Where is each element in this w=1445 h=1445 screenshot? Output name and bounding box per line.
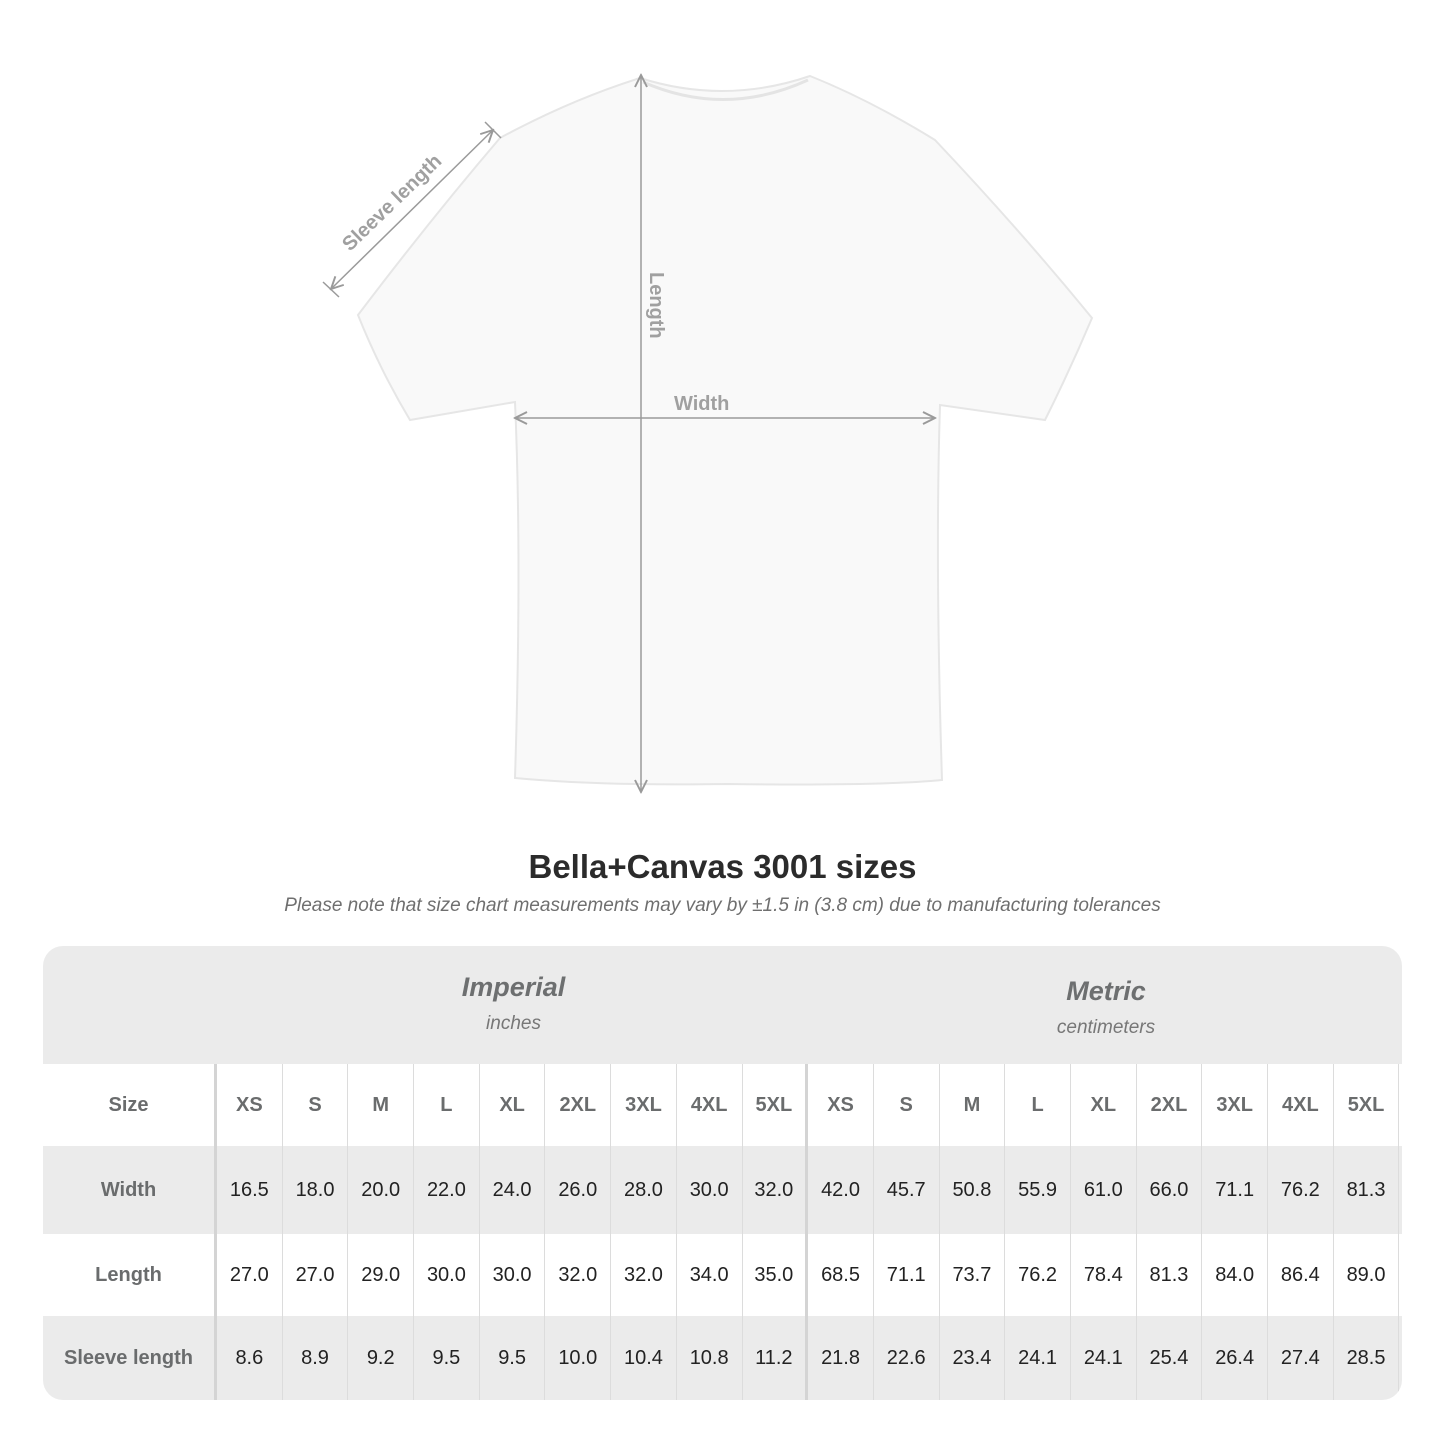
tshirt-diagram: Sleeve length Length Width: [322, 0, 1094, 820]
table-row: Length 27.0 27.0 29.0 30.0 30.0 32.0 32.0 34.0 35…: [43, 1234, 1402, 1316]
value-cell: 9.2: [348, 1316, 415, 1400]
value-cell: 32.0: [611, 1234, 677, 1316]
size-header: 3XL: [1202, 1064, 1268, 1146]
value-cell: 27.4: [1268, 1316, 1334, 1400]
size-table: Imperial inches Metric centimeters Size X…: [43, 946, 1402, 1400]
value-cell: 86.4: [1268, 1234, 1334, 1316]
value-cell: 78.4: [1071, 1234, 1137, 1316]
value-cell: 32.0: [545, 1234, 612, 1316]
tolerance-note: Please note that size chart measurements…: [284, 895, 1161, 916]
value-cell: 25.4: [1137, 1316, 1203, 1400]
value-cell: 71.1: [1202, 1146, 1268, 1234]
value-cell: 28.5: [1334, 1316, 1400, 1400]
value-cell: 8.9: [283, 1316, 349, 1400]
imperial-header: Imperial inches: [217, 946, 810, 1090]
size-header-row: Size XS S M L XL 2XL 3XL 4XL 5XL XS S M L XL 2XL 3XL 4XL 5…: [43, 1064, 1402, 1146]
size-header: M: [940, 1064, 1006, 1146]
value-cell: 11.2: [743, 1316, 809, 1400]
size-header: XS: [808, 1064, 874, 1146]
value-cell: 27.0: [217, 1234, 283, 1316]
value-cell: 45.7: [874, 1146, 940, 1234]
size-header: 4XL: [677, 1064, 743, 1146]
table-row: Sleeve length 8.6 8.9 9.2 9.5 9.5 10.0 10.4 10.8…: [43, 1316, 1402, 1400]
value-cell: 32.0: [743, 1146, 809, 1234]
size-header: XS: [217, 1064, 283, 1146]
value-cell: 89.0: [1334, 1234, 1400, 1316]
value-cell: 8.6: [217, 1316, 283, 1400]
table-row: Width 16.5 18.0 20.0 22.0 24.0 26.0 28.0 30.0 32.…: [43, 1146, 1402, 1234]
value-cell: 10.0: [545, 1316, 612, 1400]
metric-header: Metric centimeters: [810, 946, 1402, 1094]
length-label: Length: [645, 272, 667, 339]
value-cell: 22.6: [874, 1316, 940, 1400]
row-label: Length: [43, 1234, 217, 1316]
value-cell: 27.0: [283, 1234, 349, 1316]
size-header: S: [283, 1064, 349, 1146]
value-cell: 61.0: [1071, 1146, 1137, 1234]
size-header: 2XL: [545, 1064, 612, 1146]
value-cell: 76.2: [1268, 1146, 1334, 1234]
value-cell: 30.0: [414, 1234, 480, 1316]
value-cell: 24.1: [1071, 1316, 1137, 1400]
metric-title: Metric: [1066, 976, 1146, 1006]
value-cell: 9.5: [480, 1316, 546, 1400]
value-cell: 84.0: [1202, 1234, 1268, 1316]
row-label: Sleeve length: [43, 1316, 217, 1400]
value-cell: 26.0: [545, 1146, 612, 1234]
value-cell: 66.0: [1137, 1146, 1203, 1234]
value-cell: 30.0: [677, 1146, 743, 1234]
size-header: 4XL: [1268, 1064, 1334, 1146]
value-cell: 23.4: [940, 1316, 1006, 1400]
size-header: M: [348, 1064, 415, 1146]
value-cell: 76.2: [1005, 1234, 1071, 1316]
metric-unit: centimeters: [1056, 1017, 1156, 1038]
imperial-unit: inches: [486, 1013, 541, 1034]
value-cell: 21.8: [808, 1316, 874, 1400]
value-cell: 10.8: [677, 1316, 743, 1400]
size-header: 3XL: [611, 1064, 677, 1146]
value-cell: 50.8: [940, 1146, 1006, 1234]
value-cell: 24.1: [1005, 1316, 1071, 1400]
value-cell: 42.0: [808, 1146, 874, 1234]
value-cell: 26.4: [1202, 1316, 1268, 1400]
value-cell: 30.0: [480, 1234, 546, 1316]
value-cell: 9.5: [414, 1316, 480, 1400]
value-cell: 81.3: [1137, 1234, 1203, 1316]
size-header: XL: [1071, 1064, 1137, 1146]
value-cell: 29.0: [348, 1234, 415, 1316]
value-cell: 28.0: [611, 1146, 677, 1234]
size-label: Size: [43, 1064, 217, 1146]
value-cell: 24.0: [480, 1146, 546, 1234]
value-cell: 10.4: [611, 1316, 677, 1400]
imperial-title: Imperial: [461, 972, 566, 1002]
width-label: Width: [674, 393, 729, 415]
value-cell: 73.7: [940, 1234, 1006, 1316]
value-cell: 55.9: [1005, 1146, 1071, 1234]
value-cell: 81.3: [1334, 1146, 1400, 1234]
tshirt-shape: [356, 74, 1094, 786]
row-label: Width: [43, 1146, 217, 1234]
value-cell: 71.1: [874, 1234, 940, 1316]
value-cell: 16.5: [217, 1146, 283, 1234]
size-header: L: [1005, 1064, 1071, 1146]
size-header: XL: [480, 1064, 546, 1146]
value-cell: 34.0: [677, 1234, 743, 1316]
size-header: 5XL: [743, 1064, 809, 1146]
chart-title: Bella+Canvas 3001 sizes: [528, 848, 917, 885]
value-cell: 20.0: [348, 1146, 415, 1234]
value-cell: 68.5: [808, 1234, 874, 1316]
size-header: S: [874, 1064, 940, 1146]
size-header: 5XL: [1334, 1064, 1400, 1146]
sleeve-arrow: [331, 130, 493, 289]
value-cell: 18.0: [283, 1146, 349, 1234]
size-header: L: [414, 1064, 480, 1146]
value-cell: 22.0: [414, 1146, 480, 1234]
value-cell: 35.0: [743, 1234, 809, 1316]
size-header: 2XL: [1137, 1064, 1203, 1146]
